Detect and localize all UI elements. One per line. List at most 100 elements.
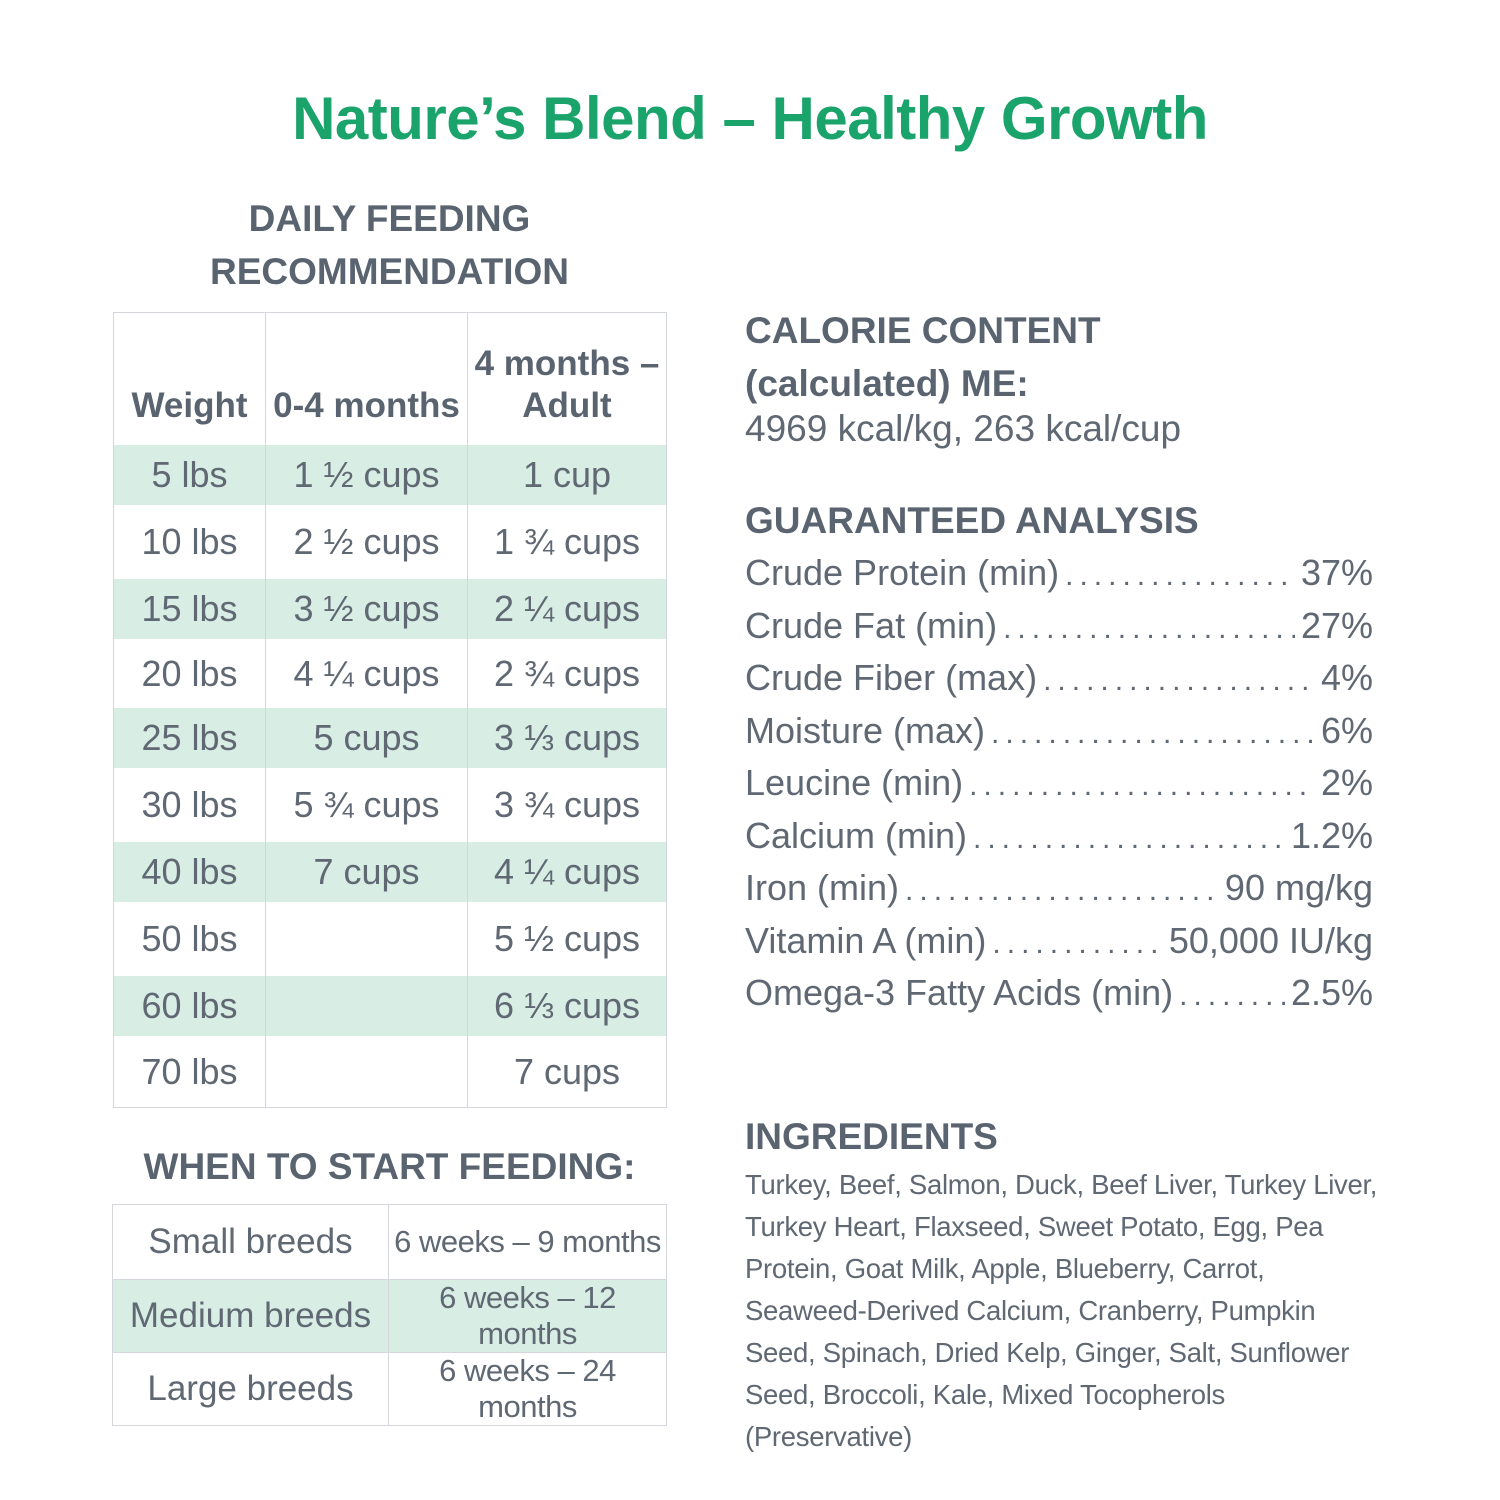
analysis-value: 27% bbox=[1300, 604, 1373, 646]
weight-cell: 50 lbs bbox=[113, 902, 266, 976]
column-header-young: 0-4 months bbox=[265, 312, 468, 445]
leader-dots bbox=[1065, 559, 1295, 593]
analysis-label: Iron (min) bbox=[745, 867, 900, 908]
adult-cell: 3 ⅓ cups bbox=[467, 708, 667, 768]
table-row: 10 lbs 2 ½ cups 1 ¾ cups bbox=[113, 505, 667, 579]
analysis-value: 50,000 IU/kg bbox=[1168, 919, 1373, 961]
weight-cell: 10 lbs bbox=[113, 505, 266, 579]
column-header-adult-line1: 4 months – bbox=[474, 344, 660, 383]
adult-cell: 1 cup bbox=[467, 445, 667, 505]
breed-cell: Large breeds bbox=[112, 1352, 389, 1426]
analysis-row: Calcium (min) 1.2% bbox=[745, 815, 1373, 868]
adult-cell: 1 ¾ cups bbox=[467, 505, 667, 579]
analysis-label: Moisture (max) bbox=[745, 709, 986, 751]
analysis-label: Omega-3 Fatty Acids (min) bbox=[745, 972, 1174, 1013]
analysis-row: Leucine (min) 2% bbox=[745, 762, 1373, 815]
weight-cell: 30 lbs bbox=[113, 768, 266, 842]
adult-cell: 5 ½ cups bbox=[467, 902, 667, 976]
calorie-heading-line2: (calculated) ME: bbox=[745, 363, 1029, 404]
young-cell: 5 cups bbox=[265, 708, 468, 768]
start-feeding-heading: WHEN TO START FEEDING: bbox=[143, 1146, 636, 1187]
weight-cell: 40 lbs bbox=[113, 842, 266, 902]
leader-dots bbox=[1179, 979, 1285, 1013]
analysis-label: Vitamin A (min) bbox=[745, 919, 987, 961]
column-header-weight: Weight bbox=[113, 312, 266, 445]
young-cell bbox=[265, 902, 468, 976]
adult-cell: 7 cups bbox=[467, 1036, 667, 1108]
analysis-row: Crude Fiber (max) 4% bbox=[745, 657, 1373, 710]
table-row: 60 lbs 6 ⅓ cups bbox=[113, 976, 667, 1036]
table-row: 30 lbs 5 ¾ cups 3 ¾ cups bbox=[113, 768, 667, 842]
analysis-value: 2% bbox=[1320, 762, 1373, 803]
weight-cell: 15 lbs bbox=[113, 579, 266, 639]
weight-cell: 25 lbs bbox=[113, 708, 266, 768]
table-row: 15 lbs 3 ½ cups 2 ¼ cups bbox=[113, 579, 667, 639]
analysis-heading: GUARANTEED ANALYSIS bbox=[745, 500, 1199, 541]
analysis-label: Crude Fat (min) bbox=[745, 604, 998, 646]
leader-dots bbox=[969, 769, 1315, 803]
young-cell: 3 ½ cups bbox=[265, 579, 468, 639]
leader-dots bbox=[905, 874, 1219, 908]
analysis-label: Leucine (min) bbox=[745, 762, 964, 803]
leader-dots bbox=[992, 927, 1162, 961]
young-cell: 1 ½ cups bbox=[265, 445, 468, 505]
column-header-adult: 4 months – Adult bbox=[467, 312, 667, 445]
table-row: Medium breeds 6 weeks – 12 months bbox=[112, 1279, 667, 1353]
feeding-table: Weight 0-4 months 4 months – Adult 5 lbs… bbox=[113, 312, 667, 1108]
weight-cell: 70 lbs bbox=[113, 1036, 266, 1108]
weight-cell: 5 lbs bbox=[113, 445, 266, 505]
feeding-heading: DAILY FEEDING RECOMMENDATION bbox=[113, 192, 666, 298]
young-cell: 4 ¼ cups bbox=[265, 639, 468, 708]
young-cell: 2 ½ cups bbox=[265, 505, 468, 579]
table-row: 5 lbs 1 ½ cups 1 cup bbox=[113, 445, 667, 505]
weight-cell: 20 lbs bbox=[113, 639, 266, 708]
adult-cell: 6 ⅓ cups bbox=[467, 976, 667, 1036]
analysis-value: 1.2% bbox=[1290, 814, 1373, 856]
analysis-label: Crude Fiber (max) bbox=[745, 657, 1038, 698]
young-cell bbox=[265, 976, 468, 1036]
leader-dots bbox=[991, 717, 1315, 751]
analysis-label: Calcium (min) bbox=[745, 814, 968, 856]
analysis-row: Crude Fat (min) 27% bbox=[745, 605, 1373, 658]
table-row: 20 lbs 4 ¼ cups 2 ¾ cups bbox=[113, 639, 667, 708]
analysis-value: 6% bbox=[1320, 709, 1373, 751]
analysis-row: Omega-3 Fatty Acids (min) 2.5% bbox=[745, 972, 1373, 1025]
analysis-row: Crude Protein (min) 37% bbox=[745, 552, 1373, 605]
feeding-heading-line1: DAILY FEEDING bbox=[248, 198, 531, 239]
age-range-cell: 6 weeks – 24 months bbox=[388, 1352, 667, 1426]
table-row: 25 lbs 5 cups 3 ⅓ cups bbox=[113, 708, 667, 768]
young-cell: 7 cups bbox=[265, 842, 468, 902]
calorie-heading-line1: CALORIE CONTENT bbox=[745, 310, 1101, 351]
start-feeding-table: Small breeds 6 weeks – 9 months Medium b… bbox=[112, 1204, 667, 1426]
breed-cell: Medium breeds bbox=[112, 1279, 389, 1353]
analysis-row: Iron (min) 90 mg/kg bbox=[745, 867, 1373, 920]
calorie-value: 4969 kcal/kg, 263 kcal/cup bbox=[745, 408, 1182, 449]
table-row: 40 lbs 7 cups 4 ¼ cups bbox=[113, 842, 667, 902]
weight-cell: 60 lbs bbox=[113, 976, 266, 1036]
feeding-heading-line2: RECOMMENDATION bbox=[209, 251, 569, 292]
calorie-heading: CALORIE CONTENT (calculated) ME: bbox=[745, 304, 1385, 410]
analysis-list: Crude Protein (min) 37% Crude Fat (min) … bbox=[745, 552, 1373, 1025]
adult-cell: 2 ¾ cups bbox=[467, 639, 667, 708]
feeding-table-header: Weight 0-4 months 4 months – Adult bbox=[113, 312, 667, 445]
analysis-value: 37% bbox=[1300, 552, 1373, 593]
analysis-value: 2.5% bbox=[1290, 972, 1373, 1013]
analysis-value: 90 mg/kg bbox=[1224, 867, 1373, 908]
adult-cell: 2 ¼ cups bbox=[467, 579, 667, 639]
age-range-cell: 6 weeks – 12 months bbox=[388, 1279, 667, 1353]
ingredients-text: Turkey, Beef, Salmon, Duck, Beef Liver, … bbox=[745, 1169, 1378, 1452]
young-cell bbox=[265, 1036, 468, 1108]
breed-cell: Small breeds bbox=[112, 1204, 389, 1280]
analysis-value: 4% bbox=[1320, 657, 1373, 698]
table-row: 50 lbs 5 ½ cups bbox=[113, 902, 667, 976]
column-header-adult-line2: Adult bbox=[522, 386, 612, 425]
table-row: Small breeds 6 weeks – 9 months bbox=[112, 1204, 667, 1280]
analysis-row: Vitamin A (min) 50,000 IU/kg bbox=[745, 920, 1373, 973]
adult-cell: 4 ¼ cups bbox=[467, 842, 667, 902]
page-title: Nature’s Blend – Healthy Growth bbox=[292, 85, 1208, 152]
adult-cell: 3 ¾ cups bbox=[467, 768, 667, 842]
table-row: 70 lbs 7 cups bbox=[113, 1036, 667, 1108]
age-range-cell: 6 weeks – 9 months bbox=[388, 1204, 667, 1280]
ingredients-heading: INGREDIENTS bbox=[745, 1116, 998, 1157]
analysis-row: Moisture (max) 6% bbox=[745, 710, 1373, 763]
